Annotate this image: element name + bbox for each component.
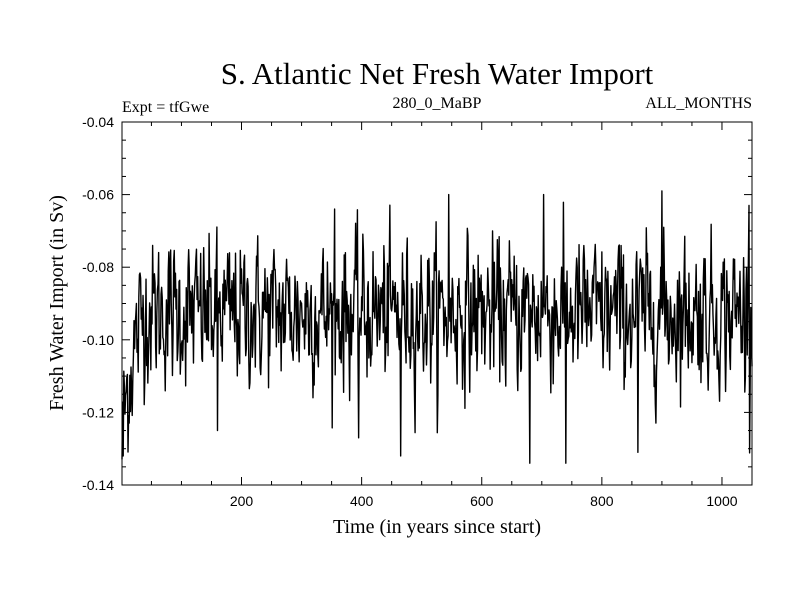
y-tick-label: -0.08 xyxy=(82,259,114,275)
y-tick-label: -0.04 xyxy=(82,114,114,130)
experiment-label: Expt = tfGwe xyxy=(122,99,209,116)
y-tick-label: -0.14 xyxy=(82,477,114,493)
period-label: 280_0_MaBP xyxy=(393,95,482,112)
x-tick-label: 400 xyxy=(350,493,374,509)
y-tick-label: -0.12 xyxy=(82,404,114,420)
x-axis-label: Time (in years since start) xyxy=(333,516,541,538)
x-tick-label: 1000 xyxy=(706,493,737,509)
chart-title: S. Atlantic Net Fresh Water Import xyxy=(221,56,654,91)
y-axis-label: Fresh Water Import (in Sv) xyxy=(46,195,68,411)
x-tick-label: 600 xyxy=(470,493,494,509)
series-layer xyxy=(121,190,753,464)
x-tick-label: 800 xyxy=(590,493,614,509)
y-tick-label: -0.10 xyxy=(82,332,114,348)
months-label: ALL_MONTHS xyxy=(645,95,752,112)
y-axis: -0.14 -0.12 -0.10 -0.08 -0.06 -0.04 xyxy=(82,114,752,493)
series-line xyxy=(121,190,753,464)
x-tick-label: 200 xyxy=(230,493,254,509)
y-tick-label: -0.06 xyxy=(82,187,114,203)
x-axis: 200 400 600 800 1000 xyxy=(150,122,738,509)
